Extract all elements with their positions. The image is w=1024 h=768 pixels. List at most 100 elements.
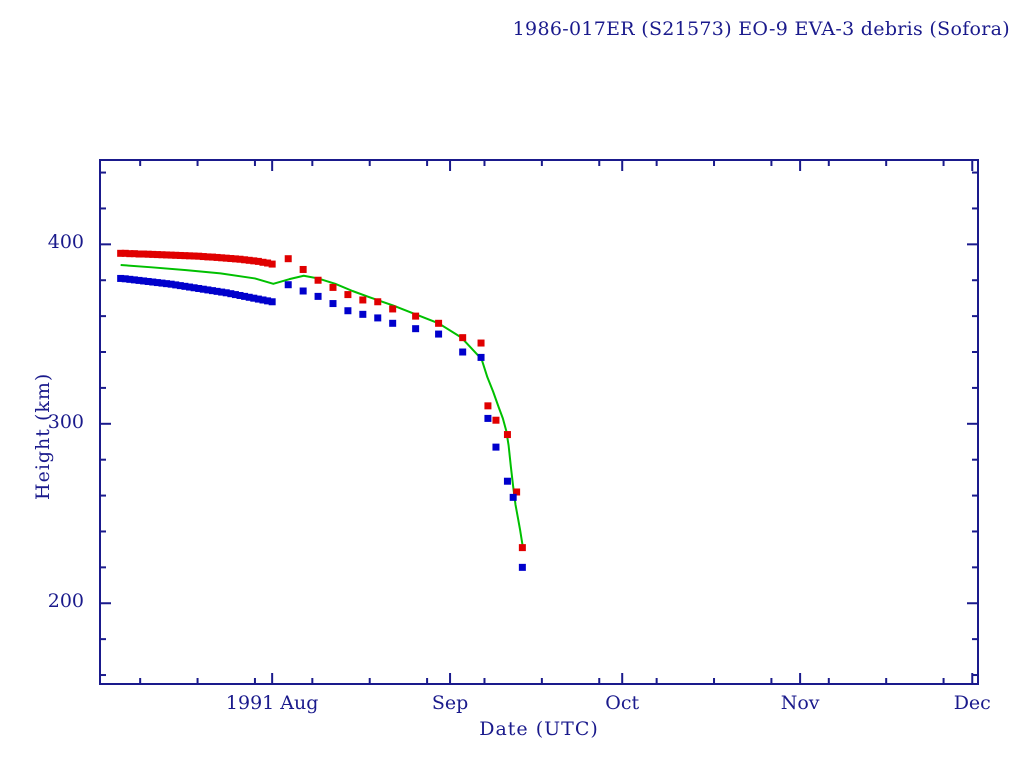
- perigee-marker: [314, 292, 322, 300]
- perigee-marker: [344, 307, 352, 315]
- x-tick-label: Nov: [780, 692, 820, 714]
- perigee-marker: [117, 274, 125, 282]
- perigee-marker: [167, 280, 175, 288]
- perigee-marker: [135, 276, 143, 284]
- perigee-marker: [208, 287, 216, 295]
- x-tick-label: 1991 Aug: [225, 692, 319, 714]
- apogee-marker: [435, 319, 443, 327]
- apogee-marker: [190, 252, 198, 260]
- perigee-marker: [245, 293, 253, 301]
- x-tick-label: Oct: [605, 692, 640, 714]
- apogee-marker: [389, 305, 397, 313]
- apogee-marker: [176, 251, 184, 259]
- apogee-marker: [299, 265, 307, 273]
- perigee-marker: [259, 296, 267, 304]
- y-tick-label: 200: [47, 590, 84, 613]
- y-tick-label: 400: [47, 231, 84, 254]
- apogee-marker: [163, 251, 171, 259]
- perigee-marker: [236, 291, 244, 299]
- perigee-marker: [477, 353, 485, 361]
- apogee-marker: [130, 250, 138, 258]
- apogee-marker: [195, 252, 203, 260]
- perigee-marker: [299, 287, 307, 295]
- perigee-marker: [264, 297, 272, 305]
- perigee-marker: [176, 282, 184, 290]
- apogee-marker: [518, 544, 526, 552]
- plot-frame: [99, 159, 979, 685]
- perigee-marker: [195, 284, 203, 292]
- perigee-marker: [254, 295, 262, 303]
- apogee-marker: [245, 256, 253, 264]
- perigee-marker: [518, 563, 526, 571]
- axis-ticks: [100, 160, 978, 684]
- perigee-marker: [374, 314, 382, 322]
- x-axis-label: Date (UTC): [479, 718, 599, 740]
- apogee-marker: [181, 252, 189, 260]
- perigee-marker: [130, 276, 138, 284]
- apogee-marker: [140, 250, 148, 258]
- apogee-marker: [284, 255, 292, 263]
- apogee-marker: [222, 254, 230, 262]
- apogee-marker: [359, 296, 367, 304]
- apogee-marker: [144, 250, 152, 258]
- x-tick-label: Sep: [431, 692, 469, 714]
- apogee-marker: [208, 253, 216, 261]
- apogee-marker: [204, 253, 212, 261]
- perigee-marker: [241, 292, 249, 300]
- apogee-marker: [241, 256, 249, 264]
- apogee-marker: [264, 259, 272, 267]
- perigee-marker: [359, 310, 367, 318]
- apogee-marker: [513, 488, 521, 496]
- perigee-marker: [140, 277, 148, 285]
- perigee-marker: [250, 294, 258, 302]
- perigee-marker: [492, 443, 500, 451]
- perigee-marker: [199, 285, 207, 293]
- perigee-marker: [153, 279, 161, 287]
- apogee-marker: [186, 252, 194, 260]
- perigee-marker: [190, 284, 198, 292]
- perigee-marker: [231, 291, 239, 299]
- perigee-marker: [412, 325, 420, 333]
- apogee-marker: [492, 416, 500, 424]
- perigee-marker: [222, 289, 230, 297]
- data-points: [117, 249, 526, 571]
- perigee-marker: [509, 493, 517, 501]
- perigee-marker: [459, 348, 467, 356]
- perigee-marker: [126, 275, 134, 283]
- apogee-marker: [259, 258, 267, 266]
- apogee-marker: [199, 253, 207, 261]
- perigee-marker: [329, 300, 337, 308]
- perigee-marker: [268, 298, 276, 306]
- apogee-marker: [250, 257, 258, 265]
- perigee-marker: [172, 281, 180, 289]
- perigee-marker: [389, 319, 397, 327]
- apogee-marker: [344, 291, 352, 299]
- apogee-marker: [231, 255, 239, 263]
- apogee-marker: [227, 255, 235, 263]
- perigee-marker: [213, 287, 221, 295]
- apogee-marker: [117, 249, 125, 257]
- perigee-marker: [158, 279, 166, 287]
- perigee-marker: [284, 281, 292, 289]
- perigee-marker: [144, 277, 152, 285]
- perigee-marker: [484, 414, 492, 422]
- perigee-marker: [163, 280, 171, 288]
- apogee-marker: [254, 257, 262, 265]
- perigee-marker: [186, 283, 194, 291]
- perigee-marker: [149, 278, 157, 286]
- apogee-marker: [374, 298, 382, 306]
- apogee-marker: [268, 260, 276, 268]
- perigee-marker: [503, 477, 511, 485]
- perigee-marker: [121, 275, 129, 283]
- apogee-marker: [213, 253, 221, 261]
- apogee-marker: [477, 339, 485, 347]
- apogee-marker: [236, 255, 244, 263]
- apogee-marker: [167, 251, 175, 259]
- apogee-marker: [503, 431, 511, 439]
- apogee-marker: [126, 250, 134, 258]
- apogee-marker: [121, 249, 129, 257]
- apogee-marker: [459, 334, 467, 342]
- apogee-marker: [158, 251, 166, 259]
